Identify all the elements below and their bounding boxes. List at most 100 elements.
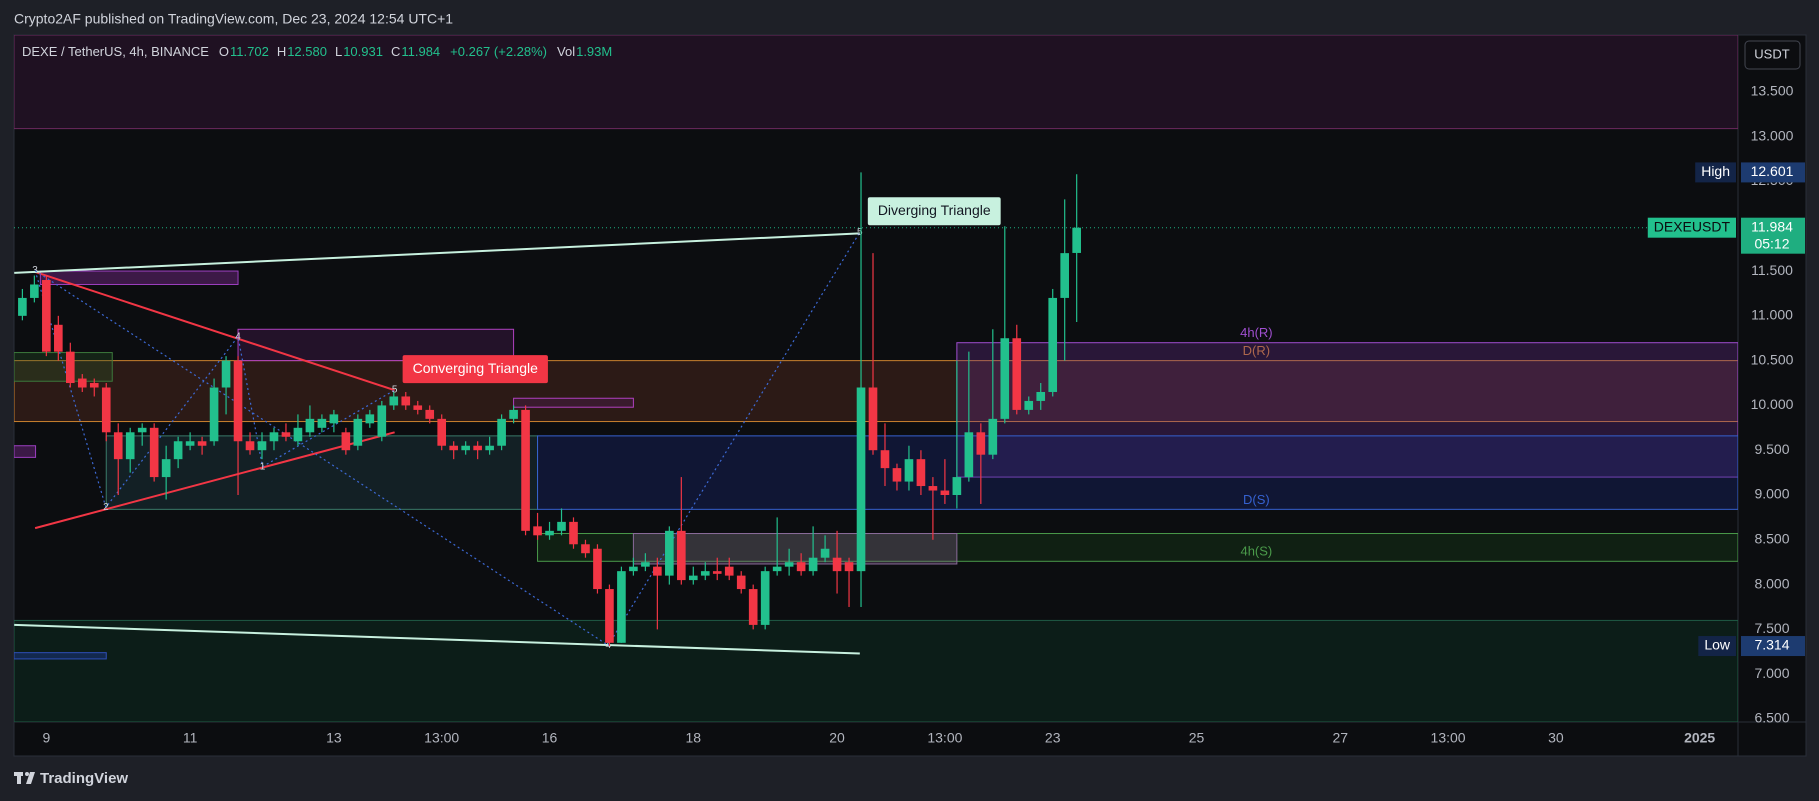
x-tick-label: 11	[183, 730, 198, 746]
symbol-legend: DEXE / TetherUS, 4h, BINANCE O11.702 H12.…	[22, 44, 612, 59]
candle-body	[1036, 391, 1046, 401]
candle-body	[533, 526, 542, 536]
candle-body	[976, 432, 986, 455]
candle-body	[161, 459, 171, 478]
candle-body	[988, 418, 998, 455]
branding: TradingView	[40, 770, 128, 787]
y-tick-label: 9.000	[1754, 486, 1789, 502]
zone	[39, 270, 239, 285]
candle-body	[473, 445, 482, 451]
price-change: +0.267 (+2.28%)	[450, 44, 548, 59]
candle-body	[700, 571, 710, 576]
price-label-name: DEXEUSDT	[1654, 218, 1731, 234]
candle-body	[413, 405, 423, 410]
y-tick-label: 11.500	[1751, 262, 1793, 278]
candle-body	[641, 562, 650, 567]
candle-body	[940, 490, 950, 496]
candle-body	[269, 432, 279, 442]
candle-body	[209, 387, 219, 442]
pattern-point-label: 2	[103, 502, 109, 513]
candle-body	[77, 378, 87, 388]
logo-part	[26, 772, 35, 784]
candle-body	[796, 562, 806, 572]
zone	[14, 35, 1738, 130]
ohlc-item: H12.580	[277, 44, 327, 59]
volume: Vol1.93M	[557, 44, 612, 59]
volume-key: Vol	[557, 44, 576, 59]
ohlc-value: 10.931	[343, 44, 383, 59]
x-tick-label: 30	[1548, 730, 1564, 746]
candle-body	[54, 324, 63, 352]
candle-body	[688, 575, 698, 581]
candle-body	[89, 383, 99, 388]
pattern-point-label: 4	[235, 331, 241, 342]
price-label-value: 7.314	[1754, 637, 1789, 653]
zone	[14, 445, 37, 458]
candle-body	[113, 432, 123, 460]
candle-body	[581, 544, 590, 554]
candle-body	[101, 387, 111, 433]
candle-body	[125, 432, 135, 460]
x-tick-label: 9	[42, 730, 50, 746]
trend-line	[34, 270, 395, 392]
candle-body	[736, 575, 746, 590]
x-tick-label: 13:00	[927, 730, 962, 746]
ohlc-item: O11.702	[219, 44, 269, 59]
candle-body	[712, 571, 722, 574]
y-tick-label: 6.500	[1754, 710, 1789, 726]
candle-body	[377, 405, 387, 437]
x-tick-label: 18	[686, 730, 702, 746]
y-tick-label: 13.500	[1751, 83, 1794, 99]
candle-body	[916, 459, 926, 487]
price-label-box	[1741, 217, 1805, 254]
candle-body	[173, 441, 183, 460]
candle-body	[629, 566, 638, 572]
y-tick-label: 11.000	[1751, 307, 1793, 323]
candle-body	[856, 387, 866, 572]
x-tick-label: 25	[1189, 730, 1205, 746]
currency-label[interactable]: USDT	[1754, 46, 1789, 61]
price-label-value: 12.601	[1751, 163, 1794, 179]
ohlc-key: L	[334, 44, 343, 59]
price-label-box	[1741, 636, 1805, 657]
candle-body	[868, 387, 878, 451]
logo-part	[25, 772, 29, 776]
candle-body	[569, 521, 578, 545]
price-label-name-box	[1698, 636, 1736, 657]
price-label-name-box	[1647, 217, 1736, 238]
candle-body	[497, 418, 506, 446]
symbol-line: DEXE / TetherUS, 4h, BINANCE	[22, 44, 209, 59]
candle-body	[353, 418, 363, 446]
candle-body	[197, 441, 207, 446]
candle-body	[677, 530, 686, 581]
candle-body	[964, 432, 974, 478]
pattern-callout	[867, 197, 1001, 226]
y-tick-label: 9.500	[1754, 441, 1789, 457]
y-tick-label: 8.000	[1754, 575, 1789, 591]
axes: 13.50013.00012.50012.00011.50011.00010.5…	[42, 83, 1793, 746]
candle-body	[245, 441, 255, 451]
ohlc-key: H	[276, 44, 287, 59]
x-tick-label: 27	[1332, 730, 1348, 746]
candle-body	[449, 445, 458, 451]
zone	[14, 652, 107, 660]
ohlc-item: L10.931	[335, 44, 383, 59]
currency-button[interactable]	[1744, 40, 1801, 70]
candle-body	[832, 557, 842, 572]
zone-label: D(R)	[1243, 343, 1270, 358]
x-tick-label: 20	[829, 730, 845, 746]
pattern-point-label: 4	[605, 640, 611, 651]
candle-body	[928, 486, 938, 491]
candle-body	[617, 571, 626, 643]
candle-body	[1012, 338, 1022, 410]
candle-body	[952, 477, 962, 496]
publish-header: Crypto2AF published on TradingView.com, …	[14, 11, 453, 27]
candle-body	[461, 445, 470, 451]
x-tick-label: 16	[542, 730, 558, 746]
trend-line	[34, 431, 395, 530]
x-tick-label: 2025	[1684, 730, 1715, 746]
candle-body	[1060, 253, 1070, 298]
